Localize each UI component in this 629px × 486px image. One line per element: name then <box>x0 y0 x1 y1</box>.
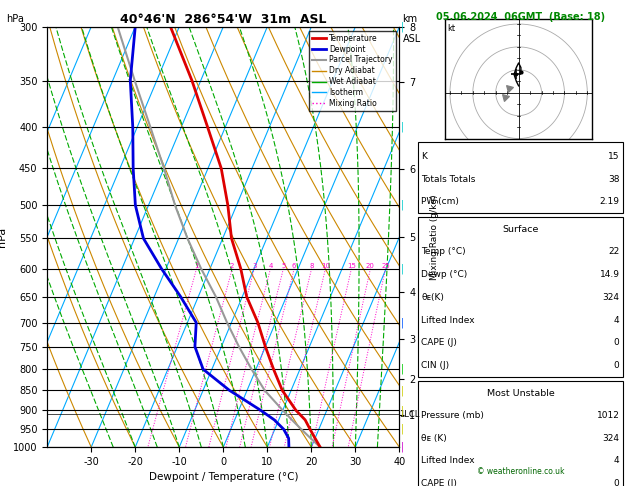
Text: 4: 4 <box>614 456 620 466</box>
Text: θᴇ(K): θᴇ(K) <box>421 293 444 302</box>
Text: 15: 15 <box>347 263 356 269</box>
Text: |: | <box>401 21 404 32</box>
Text: 2: 2 <box>230 263 235 269</box>
Text: Lifted Index: Lifted Index <box>421 315 475 325</box>
X-axis label: Dewpoint / Temperature (°C): Dewpoint / Temperature (°C) <box>148 472 298 483</box>
Text: 324: 324 <box>603 434 620 443</box>
Text: 22: 22 <box>608 247 620 256</box>
Text: Dewp (°C): Dewp (°C) <box>421 270 468 279</box>
Legend: Temperature, Dewpoint, Parcel Trajectory, Dry Adiabat, Wet Adiabat, Isotherm, Mi: Temperature, Dewpoint, Parcel Trajectory… <box>309 31 396 111</box>
Text: CAPE (J): CAPE (J) <box>421 338 457 347</box>
Text: hPa: hPa <box>6 14 24 24</box>
Text: |: | <box>401 405 404 416</box>
Text: 15: 15 <box>608 152 620 161</box>
Text: 2.19: 2.19 <box>599 197 620 207</box>
Text: 25: 25 <box>381 263 390 269</box>
Text: 05.06.2024  06GMT  (Base: 18): 05.06.2024 06GMT (Base: 18) <box>436 12 605 22</box>
Text: kt: kt <box>448 24 456 33</box>
Text: Lifted Index: Lifted Index <box>421 456 475 466</box>
Text: θᴇ (K): θᴇ (K) <box>421 434 447 443</box>
Text: |: | <box>401 122 404 132</box>
Text: Pressure (mb): Pressure (mb) <box>421 411 484 420</box>
Text: Temp (°C): Temp (°C) <box>421 247 466 256</box>
Text: |: | <box>401 385 404 396</box>
Text: © weatheronline.co.uk: © weatheronline.co.uk <box>477 467 564 476</box>
Text: 0: 0 <box>614 479 620 486</box>
Text: |: | <box>401 442 404 452</box>
Text: Mixing Ratio (g/kg): Mixing Ratio (g/kg) <box>430 194 438 280</box>
Text: 6: 6 <box>292 263 296 269</box>
Text: 1LCL: 1LCL <box>399 410 420 419</box>
Text: Most Unstable: Most Unstable <box>487 389 554 398</box>
Text: 1012: 1012 <box>597 411 620 420</box>
Text: 0: 0 <box>614 338 620 347</box>
Text: 14.9: 14.9 <box>599 270 620 279</box>
Text: |: | <box>401 317 404 328</box>
Text: km: km <box>403 14 418 24</box>
Text: 4: 4 <box>614 315 620 325</box>
Text: 5: 5 <box>281 263 286 269</box>
Text: 324: 324 <box>603 293 620 302</box>
Text: 8: 8 <box>309 263 314 269</box>
Y-axis label: hPa: hPa <box>0 227 8 247</box>
Text: |: | <box>401 424 404 434</box>
Text: 1: 1 <box>194 263 199 269</box>
Text: 20: 20 <box>366 263 375 269</box>
Text: |: | <box>401 200 404 210</box>
Text: 10: 10 <box>321 263 330 269</box>
Text: |: | <box>401 263 404 274</box>
Text: Totals Totals: Totals Totals <box>421 174 476 184</box>
Text: ASL: ASL <box>403 34 421 44</box>
Text: 38: 38 <box>608 174 620 184</box>
Text: CIN (J): CIN (J) <box>421 361 450 370</box>
Text: |: | <box>401 364 404 374</box>
Title: 40°46'N  286°54'W  31m  ASL: 40°46'N 286°54'W 31m ASL <box>120 13 326 26</box>
Text: 3: 3 <box>252 263 257 269</box>
Text: 0: 0 <box>614 361 620 370</box>
Text: PW (cm): PW (cm) <box>421 197 459 207</box>
Text: CAPE (J): CAPE (J) <box>421 479 457 486</box>
Text: 4: 4 <box>268 263 272 269</box>
Text: Surface: Surface <box>503 226 538 234</box>
Text: K: K <box>421 152 427 161</box>
